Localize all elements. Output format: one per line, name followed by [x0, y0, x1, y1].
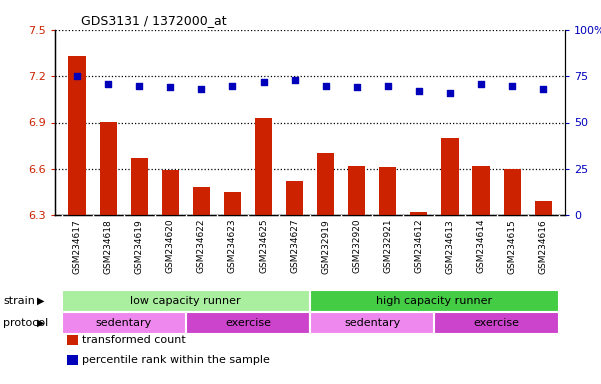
Point — [476, 81, 486, 87]
Bar — [410, 212, 427, 215]
Point — [321, 83, 331, 89]
Point — [228, 83, 237, 89]
Text: GSM234627: GSM234627 — [290, 219, 299, 273]
Text: GSM234625: GSM234625 — [259, 219, 268, 273]
Text: GSM232920: GSM232920 — [352, 219, 361, 273]
Bar — [472, 166, 490, 215]
Bar — [310, 290, 559, 312]
Text: GSM234616: GSM234616 — [538, 219, 548, 273]
Bar — [535, 201, 552, 215]
Bar — [435, 312, 559, 334]
Point — [414, 88, 424, 94]
Bar — [162, 170, 179, 215]
Text: GSM234618: GSM234618 — [103, 219, 112, 273]
Point — [445, 90, 455, 96]
Text: transformed count: transformed count — [82, 335, 186, 345]
Text: exercise: exercise — [225, 318, 271, 328]
Point — [103, 81, 113, 87]
Text: percentile rank within the sample: percentile rank within the sample — [82, 356, 270, 366]
Bar — [61, 312, 186, 334]
Text: exercise: exercise — [474, 318, 520, 328]
Point — [258, 79, 268, 85]
Text: GSM234612: GSM234612 — [414, 219, 423, 273]
Text: GSM232921: GSM232921 — [383, 219, 392, 273]
Text: GSM234614: GSM234614 — [477, 219, 486, 273]
Text: GSM234615: GSM234615 — [508, 219, 517, 273]
Bar — [286, 181, 303, 215]
Bar — [186, 312, 310, 334]
Text: GSM234622: GSM234622 — [197, 219, 206, 273]
Bar — [310, 312, 435, 334]
Text: ▶: ▶ — [37, 318, 44, 328]
Text: sedentary: sedentary — [96, 318, 152, 328]
Bar — [100, 122, 117, 215]
Text: GSM234623: GSM234623 — [228, 219, 237, 273]
Text: GSM234617: GSM234617 — [73, 219, 82, 273]
Text: strain: strain — [3, 296, 35, 306]
Text: GSM234613: GSM234613 — [445, 219, 454, 273]
Bar — [317, 153, 334, 215]
Bar — [348, 166, 365, 215]
Bar — [61, 290, 310, 312]
Point — [507, 83, 517, 89]
Bar — [224, 192, 241, 215]
Text: protocol: protocol — [3, 318, 48, 328]
Text: GSM234619: GSM234619 — [135, 219, 144, 273]
Text: GSM232919: GSM232919 — [321, 219, 330, 273]
Text: sedentary: sedentary — [344, 318, 400, 328]
Text: GSM234620: GSM234620 — [166, 219, 175, 273]
Point — [135, 83, 144, 89]
Bar — [193, 187, 210, 215]
Bar — [69, 56, 85, 215]
Point — [290, 77, 299, 83]
Bar — [130, 158, 148, 215]
Text: ▶: ▶ — [37, 296, 44, 306]
Bar — [255, 118, 272, 215]
Bar — [504, 169, 520, 215]
Point — [383, 83, 392, 89]
Bar — [441, 138, 459, 215]
Text: GDS3131 / 1372000_at: GDS3131 / 1372000_at — [81, 15, 227, 27]
Point — [538, 86, 548, 92]
Point — [352, 84, 362, 90]
Point — [72, 73, 82, 79]
Point — [165, 84, 175, 90]
Point — [197, 86, 206, 92]
Text: high capacity runner: high capacity runner — [376, 296, 492, 306]
Text: low capacity runner: low capacity runner — [130, 296, 241, 306]
Bar — [379, 167, 396, 215]
